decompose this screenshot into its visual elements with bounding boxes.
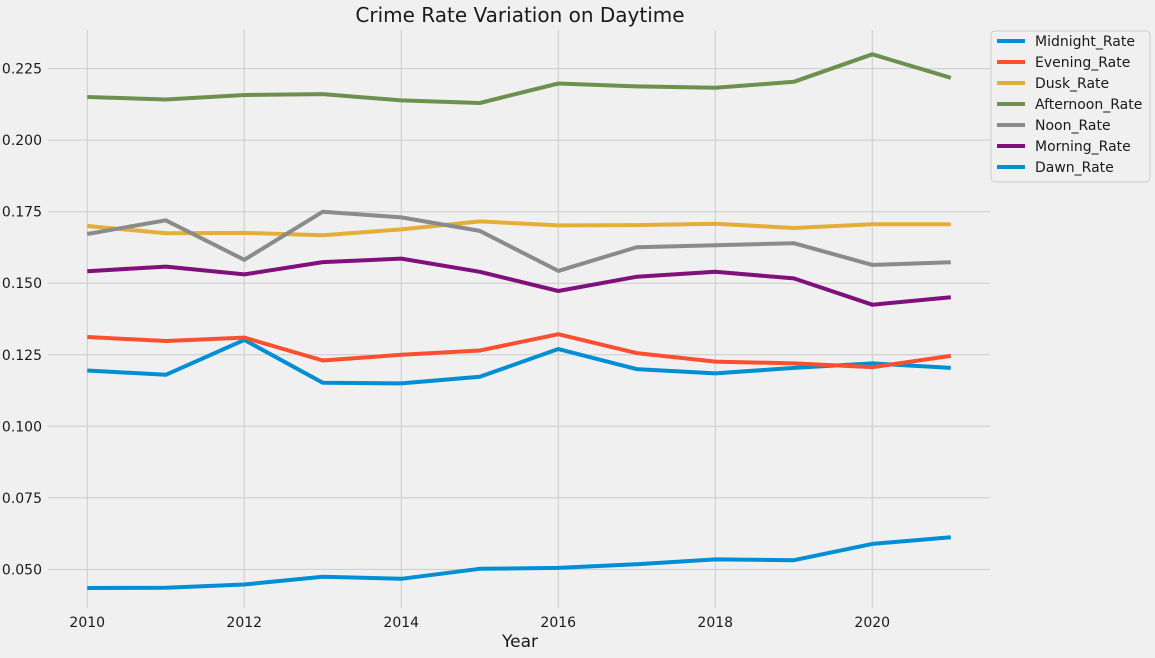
x-tick-label: 2018	[697, 615, 733, 631]
legend-box	[990, 30, 1151, 183]
legend-label-noon-rate: Noon_Rate	[1035, 118, 1111, 134]
x-tick-label: 2012	[226, 615, 262, 631]
series-line-morning-rate	[87, 256, 951, 307]
series-line-afternoon-rate	[87, 52, 952, 105]
y-tick-label: 0.075	[2, 491, 42, 507]
legend-label-midnight-rate: Midnight_Rate	[1035, 34, 1135, 50]
y-tick-label: 0.225	[2, 62, 42, 78]
series-line-dusk-rate	[87, 219, 951, 238]
x-tick-label: 2014	[383, 615, 419, 631]
legend-label-evening-rate: Evening_Rate	[1035, 55, 1130, 71]
legend: Midnight_Rate Evening_Rate Dusk_Rate Aftern…	[990, 30, 1151, 183]
x-tick-label: 2010	[69, 615, 105, 631]
y-tick-label: 0.050	[2, 562, 42, 578]
x-axis-title: Year	[501, 632, 538, 652]
x-tick-label: 2016	[540, 615, 576, 631]
y-tick-label: 0.100	[2, 419, 42, 435]
y-tick-label: 0.175	[2, 205, 42, 221]
series-lines	[86, 52, 952, 590]
y-tick-label: 0.125	[2, 348, 42, 364]
legend-label-dawn-rate: Dawn_Rate	[1035, 160, 1114, 176]
series-line-midnight-rate	[87, 337, 951, 386]
tick-labels: 2010 2012 2014 2016 2018 2020 0.050 0.075 0.100 0…	[2, 62, 890, 631]
legend-label-dusk-rate: Dusk_Rate	[1035, 76, 1109, 92]
series-line-evening-rate	[87, 332, 952, 370]
legend-label-morning-rate: Morning_Rate	[1035, 139, 1131, 155]
x-tick-label: 2020	[854, 615, 890, 631]
y-tick-label: 0.200	[2, 133, 42, 149]
series-line-noon-rate	[86, 209, 951, 273]
series-line-dawn-rate	[87, 535, 951, 590]
y-tick-label: 0.150	[2, 276, 42, 292]
legend-label-afternoon-rate: Afternoon_Rate	[1035, 97, 1142, 113]
chart-title: Crime Rate Variation on Daytime	[355, 3, 684, 27]
